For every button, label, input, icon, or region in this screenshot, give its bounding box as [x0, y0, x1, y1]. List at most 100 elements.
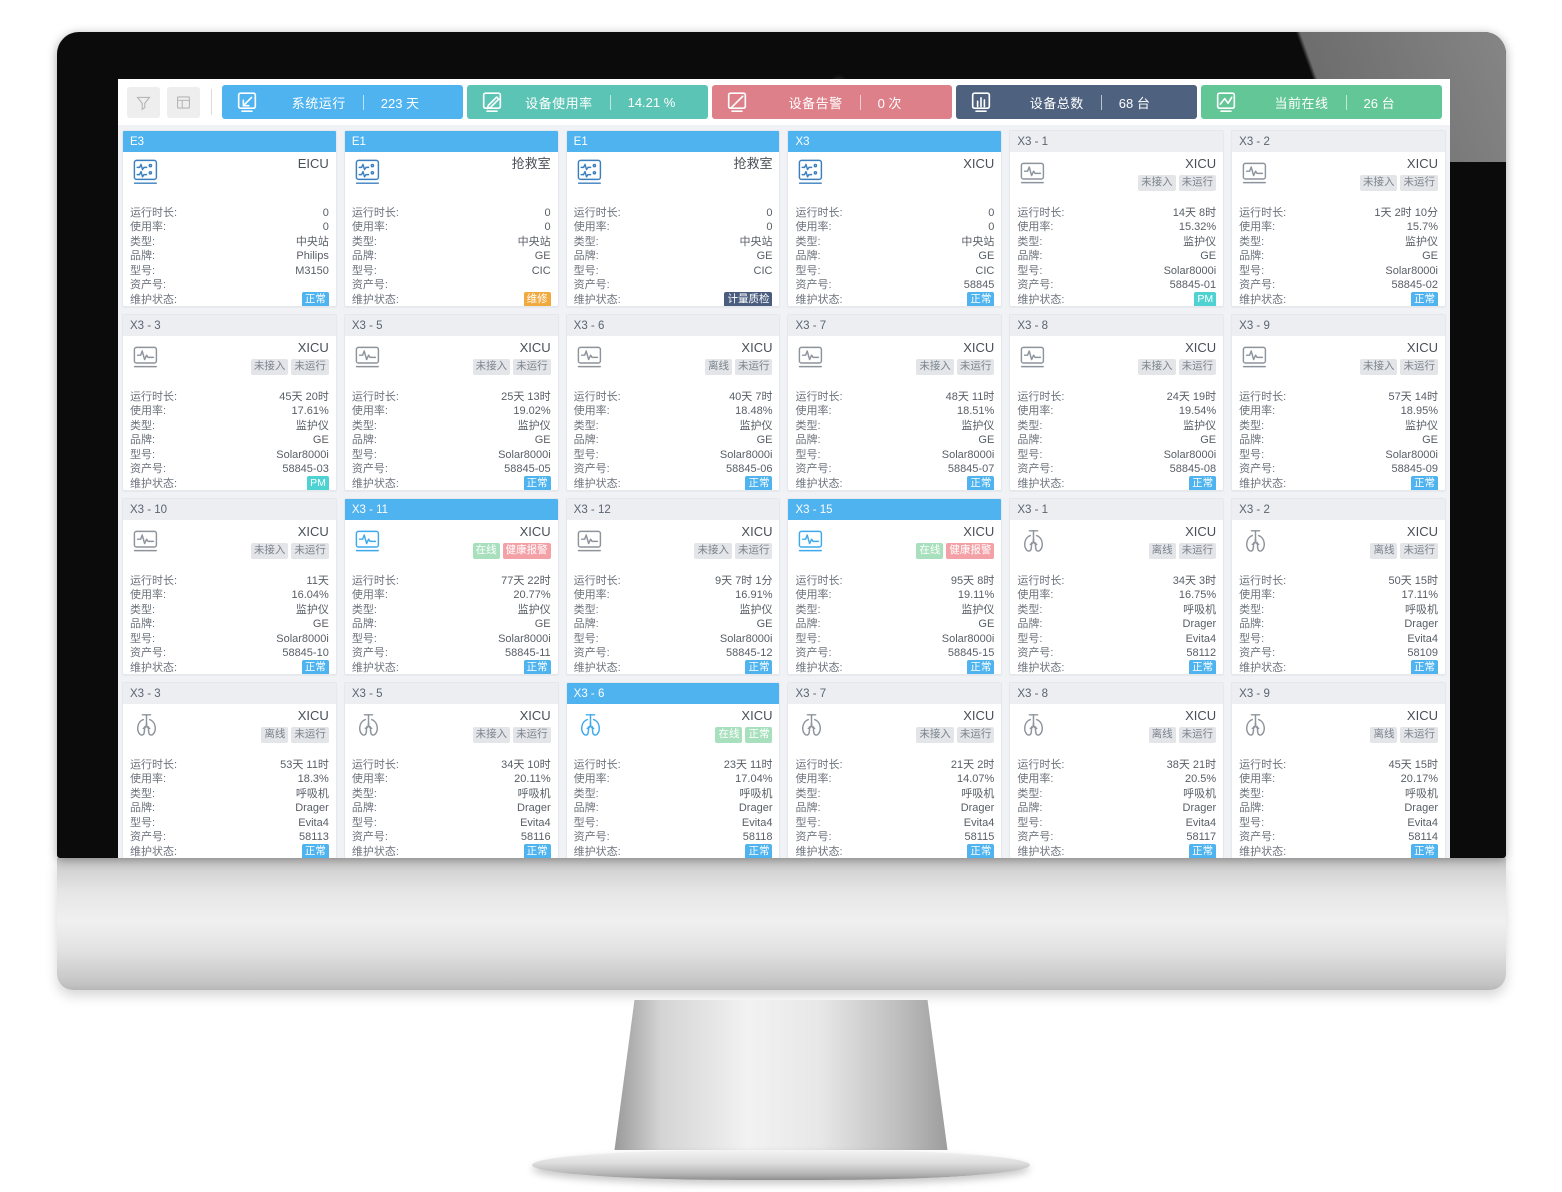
status-tag-row: 离线 未运行 — [1148, 726, 1217, 743]
device-card[interactable]: X3 - 3 XICU 离线 未运行 运行时长: 53天 11时 使用率: 18.3% 类型: 呼… — [122, 682, 337, 858]
stat-card-3[interactable]: 设备告警 0 次 — [711, 85, 953, 119]
status-tag: 未运行 — [956, 358, 995, 375]
detail-row-type: 类型: 呼吸机 — [1239, 603, 1438, 617]
device-card[interactable]: E1 抢救室 运行时长: 0 使用率: 0 类型: 中央站 品牌: GE 型号: CIC 资产号: 维护状… — [343, 130, 559, 307]
device-card[interactable]: X3 - 10 XICU 未接入 未运行 运行时长: 11天 使用率: 16.04% 类型: 监护… — [122, 498, 337, 675]
detail-label: 型号: — [130, 632, 156, 645]
device-card[interactable]: X3 - 5 XICU 未接入 未运行 运行时长: 34天 10时 使用率: 20.11% 类型… — [343, 682, 559, 858]
status-tag: 离线 — [1148, 726, 1176, 743]
stat-separator — [859, 94, 861, 110]
device-card[interactable]: X3 - 7 XICU 未接入 未运行 运行时长: 48天 11时 使用率: 18.51% 类型… — [787, 314, 1003, 491]
device-card[interactable]: X3 - 2 XICU 离线 未运行 运行时长: 50天 15时 使用率: 17.11% 类型:… — [1231, 498, 1446, 675]
runtime-value: 48天 11时 — [945, 391, 995, 403]
detail-label: 资产号: — [573, 647, 610, 660]
detail-row-runtime: 运行时长: 34天 3时 — [1017, 574, 1216, 588]
device-card[interactable]: X3 - 9 XICU 离线 未运行 运行时长: 45天 15时 使用率: 20.17% 类型:… — [1231, 682, 1446, 858]
device-card[interactable]: X3 - 6 XICU 在线 正常 运行时长: 23天 11时 使用率: 17.04% 类型: 呼… — [565, 682, 781, 858]
runtime-value: 1天 2时 10分 — [1374, 207, 1438, 219]
device-card[interactable]: X3 - 8 XICU 未接入 未运行 运行时长: 24天 19时 使用率: 19.54% 类型… — [1009, 314, 1225, 491]
maintenance-status-badge: 计量质检 — [724, 292, 773, 306]
usage-value: 18.3% — [297, 773, 329, 786]
model-value: CIC — [531, 264, 551, 277]
detail-label: 型号: — [795, 816, 821, 829]
type-value: 监护仪 — [517, 419, 551, 432]
device-card[interactable]: E3 EICU 运行时长: 0 使用率: 0 类型: 中央站 品牌: Philips 型号: M315… — [122, 130, 337, 307]
detail-label: 型号: — [795, 264, 821, 277]
brand-value: GE — [978, 618, 995, 631]
detail-row-usage: 使用率: 19.11% — [795, 588, 994, 602]
device-card[interactable]: X3 - 5 XICU 未接入 未运行 运行时长: 25天 13时 使用率: 19.02% 类型… — [343, 314, 559, 491]
device-card[interactable]: X3 - 9 XICU 未接入 未运行 运行时长: 57天 14时 使用率: 18.95% 类型… — [1231, 314, 1446, 491]
card-title: X3 - 5 — [344, 683, 558, 704]
detail-row-brand: 品牌: Drager — [130, 801, 329, 815]
model-value: Solar8000i — [276, 448, 329, 461]
device-card[interactable]: X3 - 12 XICU 未接入 未运行 运行时长: 9天 7时 1分 使用率: 16.91%… — [565, 498, 781, 675]
device-card[interactable]: X3 - 3 XICU 未接入 未运行 运行时长: 45天 20时 使用率: 17.61% 类型… — [122, 314, 337, 491]
department-label: EICU — [297, 156, 329, 171]
central-station-icon — [795, 157, 829, 191]
detail-row-asset: 资产号: 58117 — [1017, 830, 1216, 844]
department-label: XICU — [1185, 156, 1217, 171]
detail-label: 型号: — [573, 816, 599, 829]
detail-row-type: 类型: 中央站 — [352, 235, 551, 249]
device-card[interactable]: X3 - 6 XICU 离线 未运行 运行时长: 40天 7时 使用率: 18.48% 类型: 监… — [565, 314, 781, 491]
device-card[interactable]: X3 - 15 XICU 在线 健康报警 运行时长: 95天 8时 使用率: 19.11% 类型… — [787, 498, 1003, 675]
status-tag-row: 未接入 未运行 — [1138, 358, 1217, 375]
detail-label: 类型: — [573, 419, 599, 432]
stat-card-2[interactable]: 设备使用率 14.21 % — [466, 85, 708, 119]
detail-label: 运行时长: — [351, 759, 399, 771]
stat-card-4[interactable]: 设备总数 68 台 — [956, 85, 1198, 119]
detail-row-model: 型号: CIC — [352, 264, 551, 278]
device-card[interactable]: X3 - 1 XICU 离线 未运行 运行时长: 34天 3时 使用率: 16.75% 类型: 呼… — [1009, 498, 1225, 675]
status-tag-row: 未接入 未运行 — [1138, 174, 1217, 191]
detail-label: 运行时长: — [130, 391, 178, 403]
device-card[interactable]: X3 - 2 XICU 未接入 未运行 运行时长: 1天 2时 10分 使用率: 15.7% 类… — [1231, 130, 1446, 307]
stat-card-1[interactable]: 系统运行 223 天 — [222, 85, 463, 119]
device-card[interactable]: X3 XICU 运行时长: 0 使用率: 0 类型: 中央站 品牌: GE 型号: CIC 资产号: 58… — [787, 130, 1003, 307]
monitor-device-icon — [130, 525, 164, 559]
card-meta: XICU 未接入 未运行 — [1057, 340, 1217, 375]
detail-label: 运行时长: — [1239, 207, 1287, 219]
card-meta: XICU 未接入 未运行 — [170, 340, 329, 375]
detail-label: 运行时长: — [351, 575, 399, 587]
ventilator-icon — [574, 709, 608, 743]
detail-row-asset: 资产号: 58845-02 — [1239, 278, 1438, 292]
detail-row-runtime: 运行时长: 11天 — [130, 574, 329, 588]
detail-label: 使用率: — [1017, 405, 1054, 418]
device-card[interactable]: X3 - 8 XICU 离线 未运行 运行时长: 38天 21时 使用率: 20.5% 类型: 呼… — [1009, 682, 1225, 858]
detail-label: 维护状态: — [351, 477, 399, 490]
detail-label: 型号: — [795, 448, 821, 461]
layout-button[interactable] — [167, 86, 200, 118]
stat-value: 14.21 % — [627, 94, 676, 110]
status-tag: 未接入 — [694, 542, 732, 559]
detail-label: 使用率: — [573, 589, 610, 602]
device-card[interactable]: X3 - 1 XICU 未接入 未运行 运行时长: 14天 8时 使用率: 15.32% 类型:… — [1009, 130, 1225, 307]
card-title: X3 - 10 — [123, 499, 336, 520]
device-card[interactable]: X3 - 11 XICU 在线 健康报警 运行时长: 77天 22时 使用率: 20.77% 类… — [343, 498, 559, 675]
runtime-value: 25天 13时 — [501, 391, 551, 403]
type-value: 呼吸机 — [1183, 603, 1217, 616]
card-details: 运行时长: 77天 22时 使用率: 20.77% 类型: 监护仪 品牌: GE 型号: Sola… — [345, 571, 558, 674]
detail-label: 使用率: — [1017, 773, 1054, 786]
detail-row-model: 型号: Evita4 — [795, 816, 994, 830]
detail-row-model: 型号: Solar8000i — [574, 632, 773, 646]
card-details: 运行时长: 1天 2时 10分 使用率: 15.7% 类型: 监护仪 品牌: GE 型号: Sol… — [1232, 203, 1445, 306]
device-card[interactable]: X3 - 7 XICU 未接入 未运行 运行时长: 21天 2时 使用率: 14.07% 类型:… — [787, 682, 1003, 858]
brand-value: GE — [534, 250, 551, 263]
filter-button[interactable] — [127, 86, 160, 118]
detail-row-brand: 品牌: Drager — [1239, 617, 1438, 631]
card-meta: 抢救室 — [392, 156, 551, 175]
status-tag-row: 未接入 未运行 — [694, 542, 773, 559]
detail-row-model: 型号: Evita4 — [352, 816, 551, 830]
brand-value: GE — [978, 434, 995, 447]
detail-row-maint: 维护状态: 正常 — [1239, 660, 1438, 674]
detail-row-type: 类型: 呼吸机 — [1017, 787, 1216, 801]
asset-value: 58845-15 — [947, 647, 995, 660]
detail-row-maint: 维护状态: 正常 — [352, 844, 551, 858]
brand-value: Drager — [517, 802, 551, 815]
detail-row-usage: 使用率: 0 — [352, 220, 551, 234]
status-tag: 离线 — [1370, 542, 1398, 559]
stat-card-5[interactable]: 当前在线 26 台 — [1201, 85, 1442, 119]
detail-row-runtime: 运行时长: 25天 13时 — [352, 390, 551, 404]
device-card[interactable]: E1 抢救室 运行时长: 0 使用率: 0 类型: 中央站 品牌: GE 型号: CIC 资产号: 维护状… — [565, 130, 781, 307]
